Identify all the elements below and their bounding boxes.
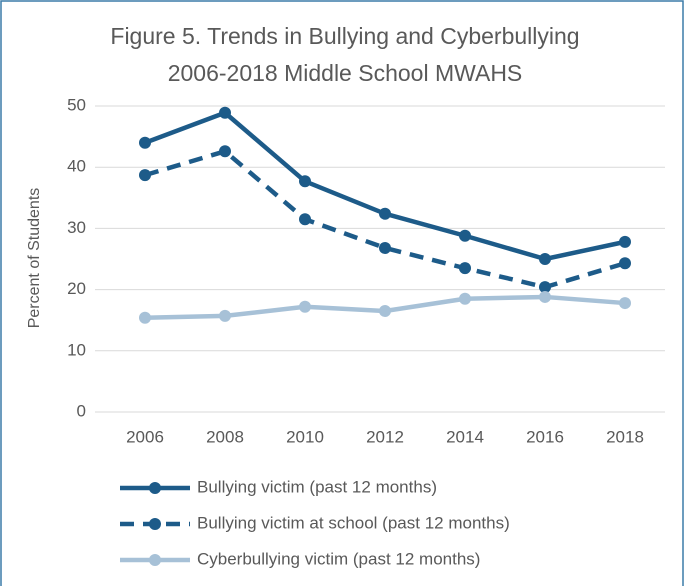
data-point (219, 309, 231, 322)
x-tick-label: 2008 (206, 427, 244, 446)
y-tick-label: 0 (77, 401, 86, 420)
y-tick-label: 50 (67, 95, 86, 114)
data-point (139, 169, 151, 182)
x-tick-label: 2012 (366, 427, 404, 446)
data-point (219, 145, 231, 158)
data-point (459, 262, 471, 275)
data-point (459, 292, 471, 305)
legend-label: Cyberbullying victim (past 12 months) (197, 549, 480, 568)
data-point (219, 106, 231, 119)
y-tick-label: 20 (67, 279, 86, 298)
y-axis-label: Percent of Students (26, 188, 43, 329)
legend-marker (149, 518, 161, 530)
data-point (619, 257, 631, 270)
data-point (379, 207, 391, 220)
data-point (539, 281, 551, 294)
chart-title: Figure 5. Trends in Bullying and Cyberbu… (110, 23, 579, 49)
x-tick-label: 2010 (286, 427, 324, 446)
x-tick-label: 2016 (526, 427, 564, 446)
data-point (139, 136, 151, 149)
x-tick-label: 2006 (126, 427, 164, 446)
data-point (539, 290, 551, 303)
legend-label: Bullying victim at school (past 12 month… (197, 513, 510, 532)
legend-marker (149, 482, 161, 494)
data-point (299, 213, 311, 226)
data-point (379, 305, 391, 318)
chart-title: 2006-2018 Middle School MWAHS (168, 60, 523, 86)
data-point (539, 253, 551, 265)
x-tick-label: 2014 (446, 427, 484, 446)
data-point (459, 229, 471, 242)
legend-marker (149, 554, 161, 566)
data-point (619, 235, 631, 248)
y-tick-label: 40 (67, 157, 86, 176)
y-tick-label: 30 (67, 218, 86, 237)
data-point (379, 241, 391, 254)
data-point (139, 311, 151, 324)
data-point (299, 175, 311, 188)
legend-label: Bullying victim (past 12 months) (197, 477, 437, 496)
x-tick-label: 2018 (606, 427, 644, 446)
data-point (299, 300, 311, 313)
y-tick-label: 10 (67, 340, 86, 359)
data-point (619, 297, 631, 310)
